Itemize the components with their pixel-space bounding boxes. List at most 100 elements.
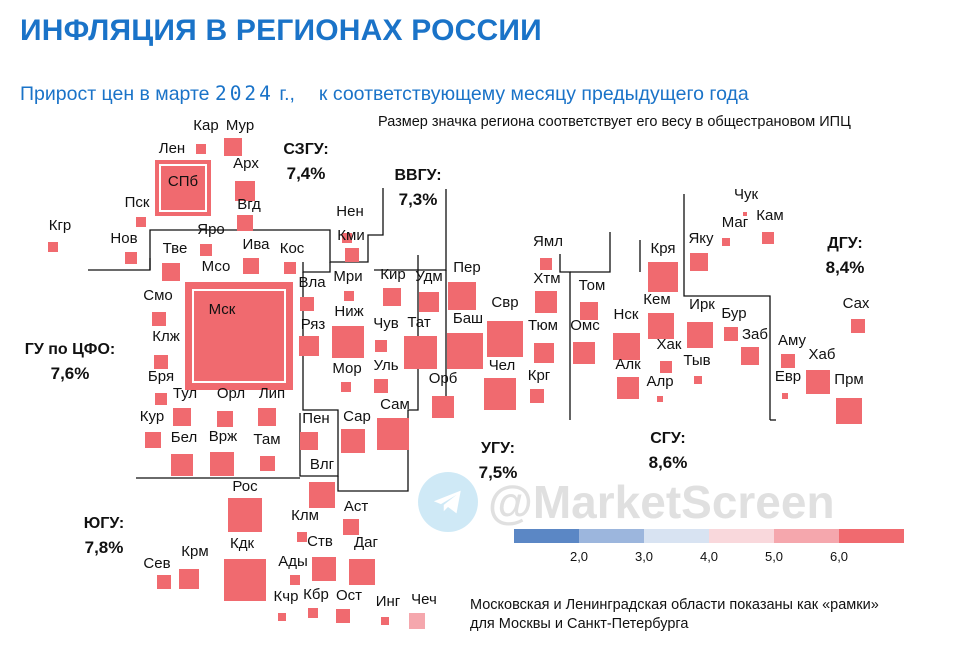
tile-кгр — [48, 242, 58, 252]
tile-ниж — [332, 326, 364, 358]
tile-msk — [192, 289, 286, 383]
district-label-гупоцфо: ГУ по ЦФО: 7,6% — [25, 338, 115, 386]
region-label-кбр: Кбр — [303, 586, 329, 603]
tile-кем — [648, 313, 674, 339]
district-name: ЮГУ: — [83, 515, 125, 532]
watermark: @MarketScreen — [418, 466, 898, 538]
region-label-инг: Инг — [376, 593, 401, 610]
region-frames: СПб Мск — [155, 160, 293, 390]
tile-инг — [381, 617, 389, 625]
legend-tick-1: 2,0 — [569, 549, 589, 564]
tile-влг — [309, 482, 335, 508]
tile-ирк — [687, 322, 713, 348]
region-label-маг: Маг — [722, 214, 749, 231]
region-label-пер: Пер — [453, 259, 480, 276]
legend-bin-6 — [839, 529, 904, 543]
tile-аму — [781, 354, 795, 368]
subtitle-text-2: г., — [273, 83, 295, 105]
tile-омс — [573, 342, 595, 364]
telegram-plane-icon — [418, 472, 478, 532]
district-name: СГУ: — [650, 430, 686, 447]
region-label-нен: Нен — [336, 203, 363, 220]
tile-тюм — [534, 343, 554, 363]
tile-тыв — [694, 376, 702, 384]
region-label-бур: Бур — [721, 305, 746, 322]
tile-кур — [145, 432, 161, 448]
district-border-11 — [683, 194, 771, 420]
tile-ост — [336, 609, 350, 623]
district-value: 7,8% — [84, 538, 124, 557]
subtitle-text-1: Прирост цен в марте — [20, 83, 215, 105]
region-label-клж: Клж — [152, 328, 180, 345]
tile-чув — [375, 340, 387, 352]
tile-чел — [484, 378, 516, 410]
tile-кми — [345, 248, 359, 262]
color-legend — [514, 529, 904, 543]
tile-сев — [157, 575, 171, 589]
region-label-кгр: Кгр — [49, 217, 72, 234]
region-label-баш: Баш — [453, 310, 483, 327]
tile-том — [580, 302, 598, 320]
region-label-влг: Влг — [310, 456, 335, 473]
tile-алк — [617, 377, 639, 399]
tile-кир — [383, 288, 401, 306]
region-label-чел: Чел — [489, 357, 516, 374]
tile-лип — [258, 408, 276, 426]
subtitle-year: 2024 — [214, 82, 274, 105]
tile-баш — [447, 333, 483, 369]
region-label-сам: Сам — [380, 396, 410, 413]
district-value: 8,6% — [648, 453, 688, 472]
region-label-кчр: Кчр — [274, 588, 299, 605]
region-label-ирк: Ирк — [689, 296, 715, 313]
region-label-алр: Алр — [646, 373, 673, 390]
tile-кам — [762, 232, 774, 244]
legend-tick-3: 4,0 — [699, 549, 719, 564]
region-label-пск: Пск — [125, 194, 150, 211]
region-label-тыв: Тыв — [683, 352, 710, 369]
district-name: ВВГУ: — [394, 167, 442, 184]
region-label-яро: Яро — [197, 221, 225, 238]
legend-bin-5 — [774, 529, 839, 543]
region-label-омс: Омс — [570, 317, 600, 334]
tile-хак — [660, 361, 672, 373]
page-title: ИНФЛЯЦИЯ В РЕГИОНАХ РОССИИ — [20, 14, 542, 47]
region-label-ств: Ств — [307, 533, 333, 550]
district-value: 7,5% — [478, 463, 518, 482]
tile-бел — [171, 454, 193, 476]
region-label-тве: Тве — [163, 240, 188, 257]
tile-удм — [419, 292, 439, 312]
tile-уль — [374, 379, 388, 393]
tile-кбр — [308, 608, 318, 618]
region-label-ямл: Ямл — [533, 233, 563, 250]
region-label-уль: Уль — [373, 357, 398, 374]
legend-bin-4 — [709, 529, 774, 543]
tile-прм — [836, 398, 862, 424]
district-border-5 — [337, 255, 419, 492]
tile-орб — [432, 396, 454, 418]
region-label-аст: Аст — [344, 498, 369, 515]
region-label-кос: Кос — [280, 240, 305, 257]
region-label-вла: Вла — [298, 274, 326, 291]
region-label-бел: Бел — [171, 429, 197, 446]
region-label-лип: Лип — [259, 385, 285, 402]
tile-вла — [300, 297, 314, 311]
region-label-кир: Кир — [380, 266, 405, 283]
region-label-ряз: Ряз — [301, 316, 326, 333]
tile-сах — [851, 319, 865, 333]
tile-пен — [300, 432, 318, 450]
region-label-крг: Крг — [528, 367, 551, 384]
district-value: 7,4% — [286, 164, 326, 183]
region-label-алк: Алк — [615, 356, 641, 373]
tile-кар — [196, 144, 206, 154]
tile-нен — [342, 233, 352, 243]
region-label-чук: Чук — [734, 186, 758, 203]
watermark-text: @MarketScreen — [488, 476, 835, 528]
district-label-ввгу: ВВГУ: 7,3% — [394, 164, 441, 212]
tile-ива — [243, 258, 259, 274]
tile-вгд — [237, 215, 253, 231]
region-label-кар: Кар — [193, 117, 218, 134]
region-label-кдк: Кдк — [230, 535, 254, 552]
region-label-тюм: Тюм — [528, 317, 558, 334]
region-label-рос: Рос — [232, 478, 258, 495]
